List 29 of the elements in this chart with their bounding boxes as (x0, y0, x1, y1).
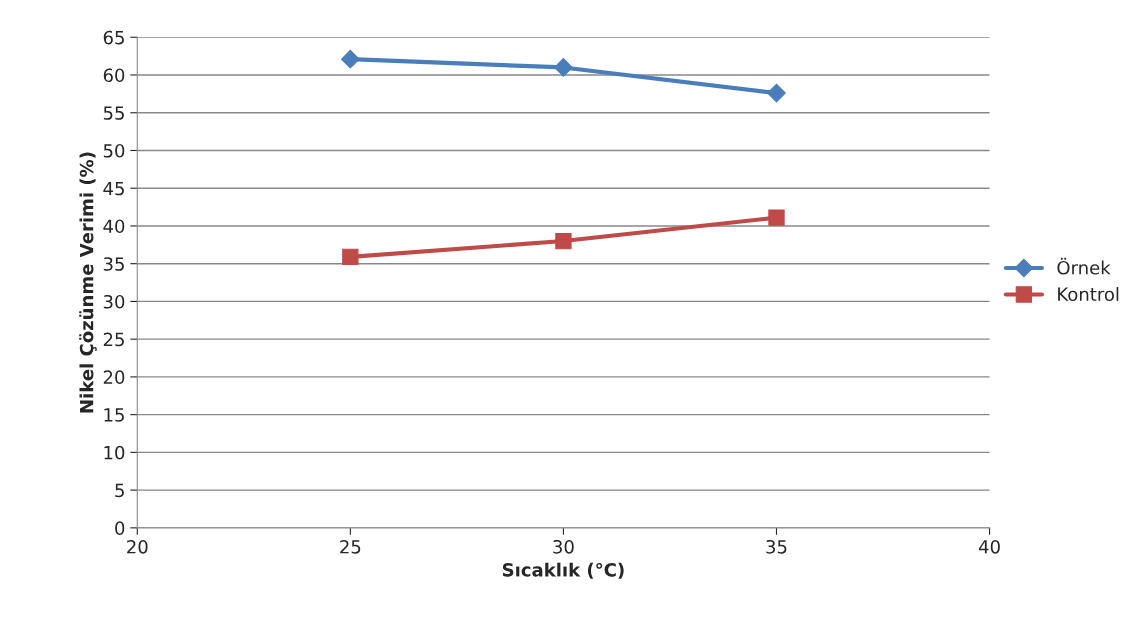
y-tick-label: 55 (103, 106, 124, 120)
y-tick-label: 35 (103, 257, 124, 271)
x-tick-label: 40 (978, 539, 1000, 554)
point (554, 58, 573, 77)
y-tick-label: 20 (103, 370, 125, 385)
y-tick-label: 0 (115, 521, 125, 535)
y-tick-label: 5 (115, 483, 124, 498)
y-tick-label: 50 (103, 143, 125, 158)
y-axis-title: Nikel Çözünme Verimi (%) (79, 152, 97, 413)
legend-label: Örnek (1057, 257, 1111, 275)
legend-label: Kontrol (1058, 287, 1119, 302)
y-tick-label: 65 (103, 30, 124, 45)
point (340, 49, 360, 69)
point (342, 248, 359, 266)
y-tick-label: 45 (103, 181, 124, 196)
x-tick-label: 20 (127, 539, 148, 554)
y-tick-label: 25 (103, 332, 124, 347)
y-tick-label: 60 (103, 68, 125, 83)
point (768, 209, 785, 226)
y-tick-label: 15 (104, 408, 124, 422)
y-tick-label: 30 (103, 294, 125, 309)
point (555, 232, 572, 250)
x-axis-title: Sıcaklık (°C) (502, 562, 624, 579)
x-tick-label: 25 (340, 539, 361, 554)
y-tick-label: 40 (103, 219, 125, 234)
y-tick-label: 10 (104, 445, 125, 460)
x-tick-label: 30 (553, 539, 574, 554)
point (767, 83, 786, 103)
x-tick-label: 35 (766, 539, 787, 554)
